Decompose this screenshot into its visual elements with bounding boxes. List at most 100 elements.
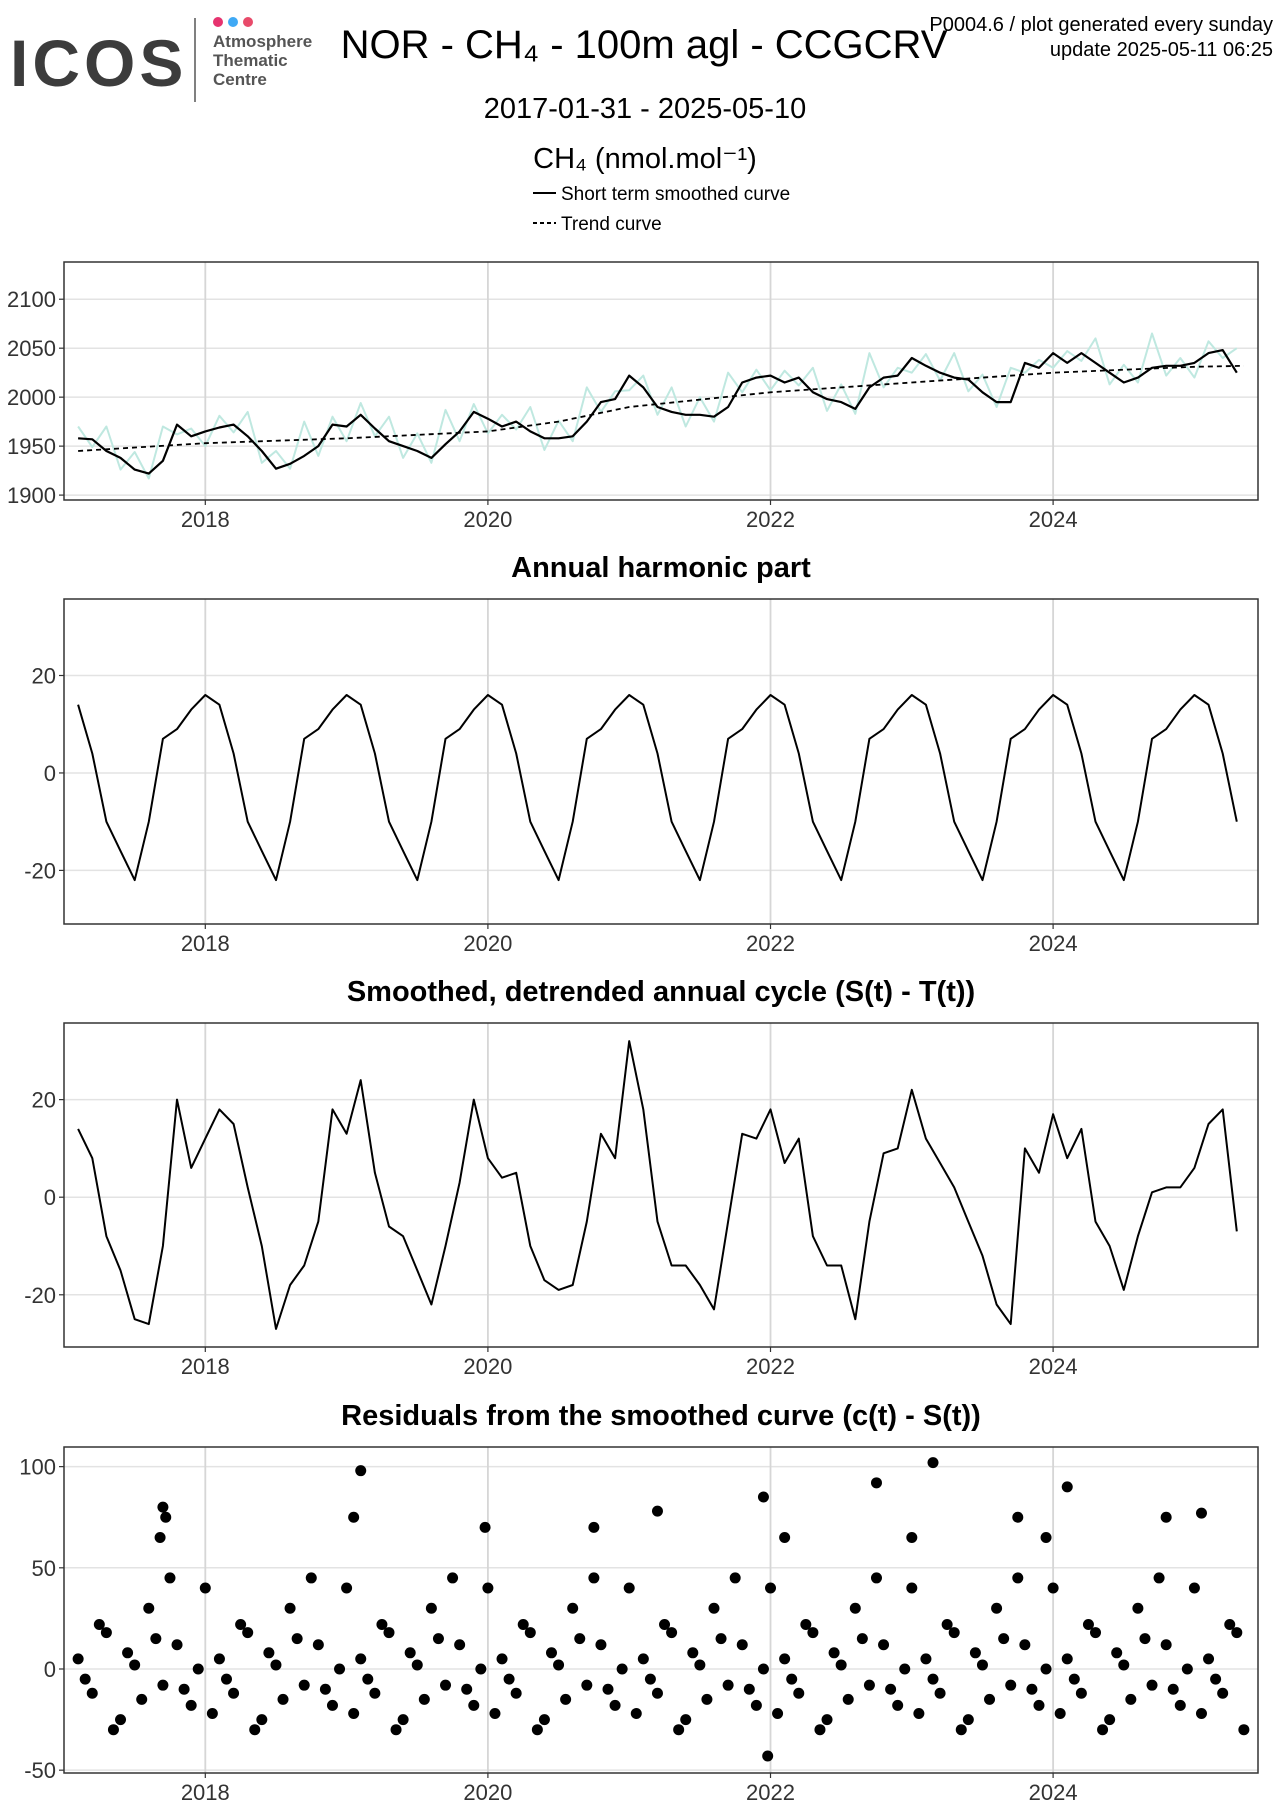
x-tick-label: 2018 bbox=[181, 1354, 230, 1379]
point bbox=[1082, 1618, 1094, 1630]
y-tick-label: 50 bbox=[32, 1556, 56, 1581]
y-tick-label: 20 bbox=[32, 1088, 56, 1113]
point bbox=[1061, 1481, 1073, 1493]
point bbox=[588, 1521, 600, 1533]
chart-title: NOR - CH₄ - 100m agl - CCGCRV bbox=[341, 23, 948, 67]
chart-title: Residuals from the smoothed curve (c(t) … bbox=[341, 1400, 981, 1432]
point bbox=[892, 1699, 904, 1711]
point bbox=[644, 1673, 656, 1685]
legend-label: Trend curve bbox=[561, 214, 662, 235]
point bbox=[708, 1602, 720, 1614]
chart-title: Smoothed, detrended annual cycle (S(t) -… bbox=[347, 976, 975, 1008]
point bbox=[666, 1627, 678, 1639]
point bbox=[567, 1602, 579, 1614]
point bbox=[1097, 1724, 1109, 1736]
point bbox=[849, 1602, 861, 1614]
point bbox=[157, 1679, 169, 1691]
x-tick-label: 2020 bbox=[463, 1354, 512, 1379]
point bbox=[1153, 1572, 1165, 1584]
point bbox=[447, 1572, 459, 1584]
point bbox=[489, 1708, 501, 1720]
logo-dot bbox=[213, 17, 223, 27]
point bbox=[574, 1633, 586, 1645]
point bbox=[870, 1477, 882, 1489]
point bbox=[93, 1618, 105, 1630]
point bbox=[475, 1663, 487, 1675]
point bbox=[807, 1627, 819, 1639]
point bbox=[1047, 1582, 1059, 1594]
point bbox=[305, 1572, 317, 1584]
point bbox=[1012, 1572, 1024, 1584]
point bbox=[927, 1457, 939, 1469]
point bbox=[1231, 1627, 1243, 1639]
logo: ICOS bbox=[10, 26, 187, 100]
point bbox=[814, 1724, 826, 1736]
note: P0004.6 / plot generated every sunday bbox=[929, 14, 1273, 36]
point bbox=[270, 1659, 282, 1671]
point bbox=[927, 1673, 939, 1685]
point bbox=[1195, 1708, 1207, 1720]
point bbox=[496, 1653, 508, 1665]
point bbox=[524, 1627, 536, 1639]
point bbox=[821, 1714, 833, 1726]
plot-frame bbox=[63, 1022, 1259, 1348]
point bbox=[673, 1724, 685, 1736]
point bbox=[765, 1582, 777, 1594]
point bbox=[185, 1699, 197, 1711]
point bbox=[588, 1572, 600, 1584]
point bbox=[616, 1663, 628, 1675]
point bbox=[856, 1633, 868, 1645]
point bbox=[934, 1687, 946, 1699]
y-tick-label: 20 bbox=[32, 663, 56, 688]
point bbox=[969, 1647, 981, 1659]
point bbox=[913, 1708, 925, 1720]
point bbox=[595, 1639, 607, 1651]
point bbox=[517, 1618, 529, 1630]
point bbox=[1026, 1683, 1038, 1695]
plot-frame bbox=[63, 1446, 1259, 1774]
point bbox=[199, 1582, 211, 1594]
point bbox=[228, 1687, 240, 1699]
point bbox=[842, 1693, 854, 1705]
point bbox=[863, 1679, 875, 1691]
point bbox=[129, 1659, 141, 1671]
point bbox=[1210, 1673, 1222, 1685]
y-tick-label: 2100 bbox=[7, 287, 56, 312]
point bbox=[870, 1572, 882, 1584]
point bbox=[86, 1687, 98, 1699]
point bbox=[962, 1714, 974, 1726]
logo-text: Atmosphere bbox=[213, 32, 312, 51]
point bbox=[312, 1639, 324, 1651]
x-tick-label: 2024 bbox=[1029, 507, 1078, 532]
point bbox=[1160, 1511, 1172, 1523]
point bbox=[425, 1602, 437, 1614]
point bbox=[878, 1639, 890, 1651]
y-tick-label: 0 bbox=[44, 761, 56, 786]
x-tick-label: 2024 bbox=[1029, 931, 1078, 956]
point bbox=[772, 1708, 784, 1720]
point bbox=[1040, 1663, 1052, 1675]
y-tick-label: 1900 bbox=[7, 483, 56, 508]
point bbox=[680, 1714, 692, 1726]
x-tick-label: 2020 bbox=[463, 1780, 512, 1800]
point bbox=[362, 1673, 374, 1685]
observations-line bbox=[77, 694, 1238, 882]
point bbox=[454, 1639, 466, 1651]
update: update 2025-05-11 06:25 bbox=[1050, 39, 1273, 61]
point bbox=[418, 1693, 430, 1705]
x-tick-label: 2018 bbox=[181, 1780, 230, 1800]
point bbox=[750, 1699, 762, 1711]
point bbox=[220, 1673, 232, 1685]
point bbox=[687, 1647, 699, 1659]
point bbox=[107, 1724, 119, 1736]
point bbox=[72, 1653, 84, 1665]
chart-title: Annual harmonic part bbox=[511, 552, 811, 584]
point bbox=[164, 1572, 176, 1584]
point bbox=[1019, 1639, 1031, 1651]
point bbox=[277, 1693, 289, 1705]
point bbox=[659, 1618, 671, 1630]
point bbox=[885, 1683, 897, 1695]
point bbox=[154, 1531, 166, 1543]
point bbox=[334, 1663, 346, 1675]
